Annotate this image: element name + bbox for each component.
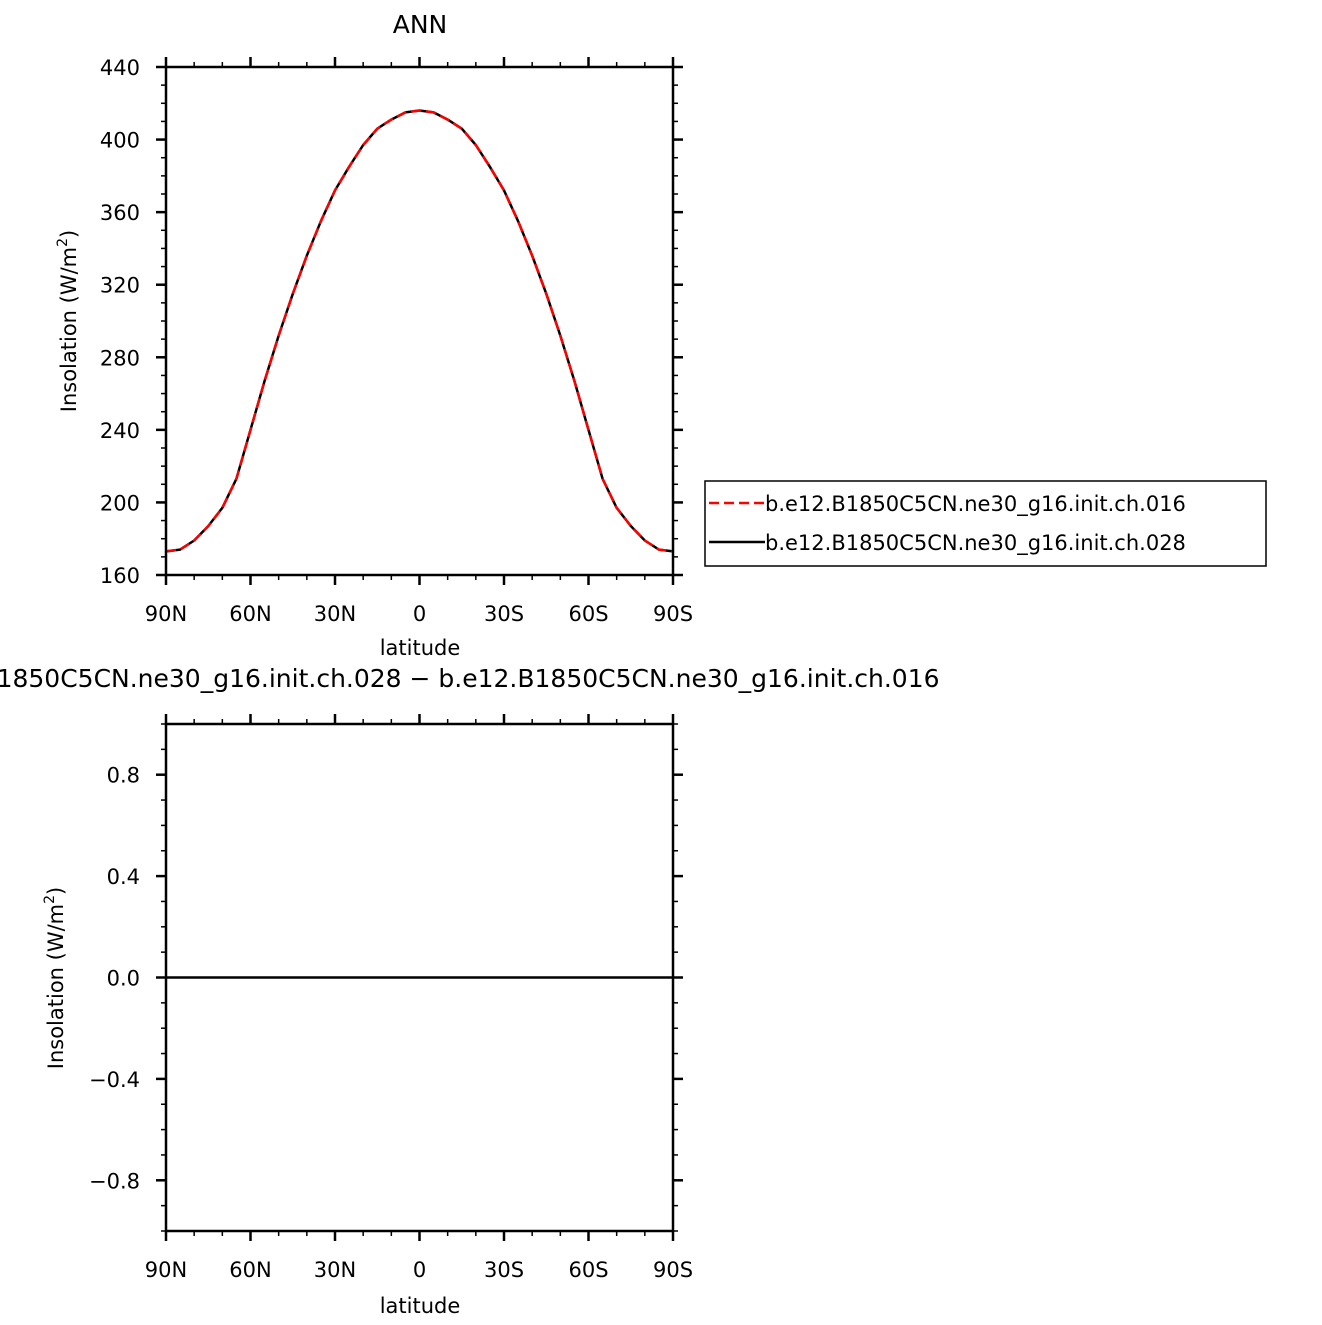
top-y-tick-label: 280: [100, 346, 140, 370]
bottom-plot-frame: [164, 722, 675, 1233]
top-x-tick-label: 0: [413, 602, 426, 626]
top-series-line-2: [165, 109, 674, 553]
bottom-y-tick-label: 0.8: [107, 764, 140, 788]
top-panel: ANN 90N 60N 30N 0 30S 60S 90S 160 200 240 280 320 36…: [55, 10, 1267, 660]
top-chart-title: ANN: [393, 10, 448, 39]
top-y-tick-label: 400: [100, 129, 140, 153]
top-x-tick-label: 60N: [229, 602, 271, 626]
legend: b.e12.B1850C5CN.ne30_g16.init.ch.016 b.e…: [704, 480, 1267, 567]
bottom-chart-title: b.e12.B1850C5CN.ne30_g16.init.ch.028 − b…: [0, 664, 940, 693]
top-x-tick-label: 90N: [145, 602, 187, 626]
top-y-tick-label: 200: [100, 491, 140, 515]
top-x-tick-label: 60S: [568, 602, 608, 626]
top-x-tick-label: 30N: [314, 602, 356, 626]
top-y-tick-label: 320: [100, 274, 140, 298]
bottom-ticks: 90N 60N 30N 0 30S 60S 90S −0.8 −0.4 0.0 0.4 0.8: [89, 714, 693, 1282]
bottom-x-axis-label: latitude: [380, 1294, 461, 1318]
legend-label-series-2: b.e12.B1850C5CN.ne30_g16.init.ch.028: [765, 531, 1186, 556]
bottom-x-tick-label: 90N: [145, 1258, 187, 1282]
bottom-x-tick-label: 60S: [568, 1258, 608, 1282]
legend-label-series-1: b.e12.B1850C5CN.ne30_g16.init.ch.016: [765, 492, 1186, 517]
top-series-line-1: [165, 109, 674, 553]
top-y-tick-label: 160: [100, 564, 140, 588]
top-x-tick-label: 30S: [484, 602, 524, 626]
top-y-tick-label: 360: [100, 201, 140, 225]
legend-box: [704, 480, 1267, 567]
bottom-x-tick-label: 30N: [314, 1258, 356, 1282]
bottom-y-tick-label: −0.8: [89, 1169, 140, 1193]
bottom-x-tick-label: 0: [413, 1258, 426, 1282]
bottom-x-tick-label: 30S: [484, 1258, 524, 1282]
bottom-panel: b.e12.B1850C5CN.ne30_g16.init.ch.028 − b…: [0, 664, 940, 1318]
bottom-y-axis-label: Insolation (W/m2): [42, 887, 68, 1070]
top-ticks: 90N 60N 30N 0 30S 60S 90S 160 200 240 280 320 360 400…: [100, 56, 693, 626]
bottom-y-tick-label: −0.4: [89, 1068, 140, 1092]
bottom-x-tick-label: 60N: [229, 1258, 271, 1282]
top-x-axis-label: latitude: [380, 636, 461, 660]
top-y-tick-label: 440: [100, 56, 140, 80]
top-y-axis-label-sup: 2: [55, 238, 71, 247]
top-plot-frame: [164, 65, 675, 577]
top-y-axis-label: Insolation (W/m2): [55, 230, 81, 413]
bottom-y-tick-label: 0.0: [107, 967, 140, 991]
top-series-lines: [165, 109, 674, 553]
top-y-tick-label: 240: [100, 419, 140, 443]
bottom-y-axis-label-sup: 2: [42, 895, 58, 904]
top-x-tick-label: 90S: [653, 602, 693, 626]
bottom-y-tick-label: 0.4: [107, 865, 140, 889]
bottom-x-tick-label: 90S: [653, 1258, 693, 1282]
